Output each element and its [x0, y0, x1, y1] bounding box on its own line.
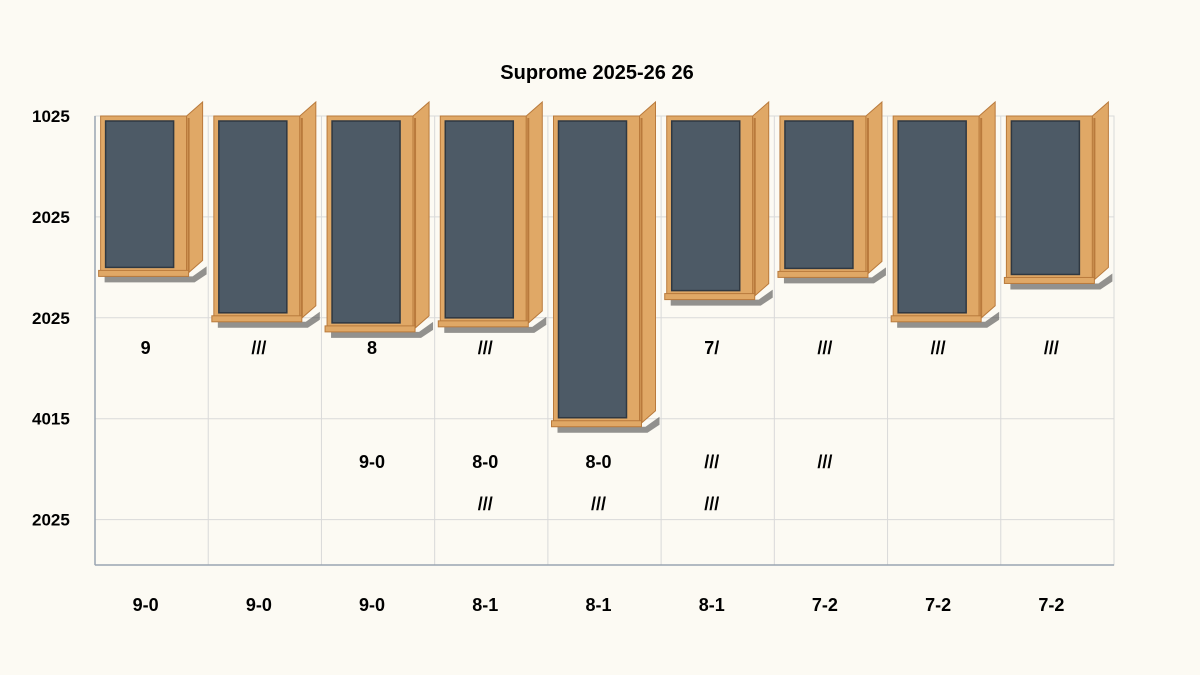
bar [211, 100, 320, 328]
y-tick-label: 1025 [32, 107, 70, 126]
bars [98, 100, 1113, 433]
chart-title: Suprome 2025-26 26 [500, 62, 693, 84]
x-tick-label: 9-0 [246, 595, 272, 615]
bar-labels: 9 /// 8 /// 7/ /// /// /// 9-0 8-0 8-0 /// /// /// ///… [141, 338, 1059, 514]
bar-annotation: /// [704, 452, 719, 472]
x-tick-label: 8-1 [585, 595, 611, 615]
x-tick-label: 7-2 [925, 595, 951, 615]
bar-annotation: /// [931, 338, 946, 358]
bar-annotation: /// [704, 494, 719, 514]
bar-annotation: /// [817, 338, 832, 358]
bar-annotation: /// [478, 494, 493, 514]
bar [324, 100, 434, 338]
bar [98, 100, 207, 283]
y-axis-ticks: 1025 2025 2025 4015 2025 [32, 107, 70, 530]
x-tick-label: 8-1 [472, 595, 498, 615]
bar-annotation: 9-0 [359, 452, 385, 472]
bar [1003, 100, 1113, 290]
bar [664, 100, 773, 306]
y-tick-label: 2025 [32, 309, 70, 328]
y-tick-label: 2025 [32, 208, 70, 227]
y-tick-label: 4015 [32, 410, 70, 429]
bar-annotation: /// [251, 338, 266, 358]
bar-annotation: /// [1044, 338, 1059, 358]
bar [890, 100, 1000, 328]
bar-annotation: 8 [367, 338, 377, 358]
x-tick-label: 8-1 [699, 595, 725, 615]
bar-annotation: 8-0 [585, 452, 611, 472]
bar [777, 100, 886, 284]
bar [437, 100, 547, 333]
x-tick-label: 9-0 [359, 595, 385, 615]
x-axis-ticks: 9-0 9-0 9-0 8-1 8-1 8-1 7-2 7-2 7-2 [133, 595, 1065, 615]
x-tick-label: 7-2 [812, 595, 838, 615]
x-tick-label: 7-2 [1038, 595, 1064, 615]
bar [551, 100, 660, 433]
x-tick-label: 9-0 [133, 595, 159, 615]
bar-annotation: /// [591, 494, 606, 514]
bar-annotation: /// [478, 338, 493, 358]
bar-annotation: 9 [141, 338, 151, 358]
y-tick-label: 2025 [32, 511, 70, 530]
bar-annotation: 8-0 [472, 452, 498, 472]
bar-annotation: 7/ [704, 338, 719, 358]
bar-annotation: /// [817, 452, 832, 472]
